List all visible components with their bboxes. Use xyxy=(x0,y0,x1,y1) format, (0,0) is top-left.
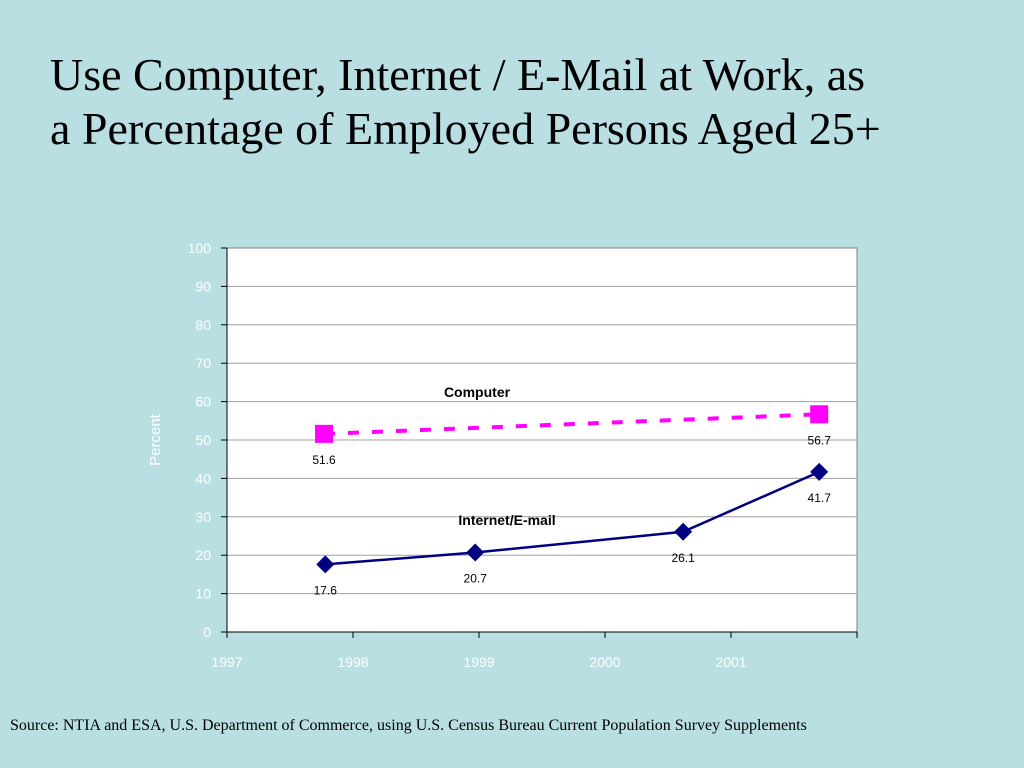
y-tick-label: 100 xyxy=(188,240,212,256)
y-tick-label: 50 xyxy=(195,432,211,448)
marker-computer xyxy=(810,405,829,424)
title-line-2: a Percentage of Employed Persons Aged 25… xyxy=(50,103,881,154)
x-tick-label: 1999 xyxy=(463,654,494,670)
x-tick-label: 2000 xyxy=(589,654,620,670)
marker-internet-e-mail xyxy=(316,555,335,574)
data-label-computer: 51.6 xyxy=(312,453,336,467)
title-line-1: Use Computer, Internet / E-Mail at Work,… xyxy=(50,49,866,100)
x-tick-label: 1998 xyxy=(337,654,368,670)
y-tick-label: 60 xyxy=(195,394,211,410)
data-label-internet-e-mail: 20.7 xyxy=(464,572,488,586)
y-tick-label: 70 xyxy=(195,355,211,371)
data-label-internet-e-mail: 17.6 xyxy=(314,583,338,597)
series-line-internet-e-mail xyxy=(325,470,820,566)
x-tick-label: 2001 xyxy=(715,654,746,670)
y-tick-label: 10 xyxy=(195,586,211,602)
y-tick-label: 90 xyxy=(195,278,211,294)
y-tick-label: 0 xyxy=(203,624,211,640)
data-label-computer: 56.7 xyxy=(808,433,832,447)
x-tick-label: 1997 xyxy=(211,654,242,670)
y-tick-label: 20 xyxy=(195,547,211,563)
y-tick-label: 30 xyxy=(195,509,211,525)
y-tick-label: 80 xyxy=(195,317,211,333)
y-axis-label: Percent xyxy=(147,413,164,466)
series-line-computer xyxy=(323,412,820,436)
series-annotation-internet-e-mail: Internet/E-mail xyxy=(458,512,555,528)
data-label-internet-e-mail: 41.7 xyxy=(808,491,832,505)
marker-internet-e-mail xyxy=(466,543,485,562)
data-label-internet-e-mail: 26.1 xyxy=(671,551,695,565)
source-note: Source: NTIA and ESA, U.S. Department of… xyxy=(10,717,807,734)
slide-title: Use Computer, Internet / E-Mail at Work,… xyxy=(50,48,1000,156)
line-chart: 0 10 20 30 40 50 60 70 80 90 100 1997 1998 1999 2000 20… xyxy=(147,240,858,670)
y-tick-label: 40 xyxy=(195,470,211,486)
marker-computer xyxy=(315,424,334,443)
series-annotation-computer: Computer xyxy=(444,384,511,400)
marker-internet-e-mail xyxy=(810,462,829,481)
marker-internet-e-mail xyxy=(674,522,693,541)
